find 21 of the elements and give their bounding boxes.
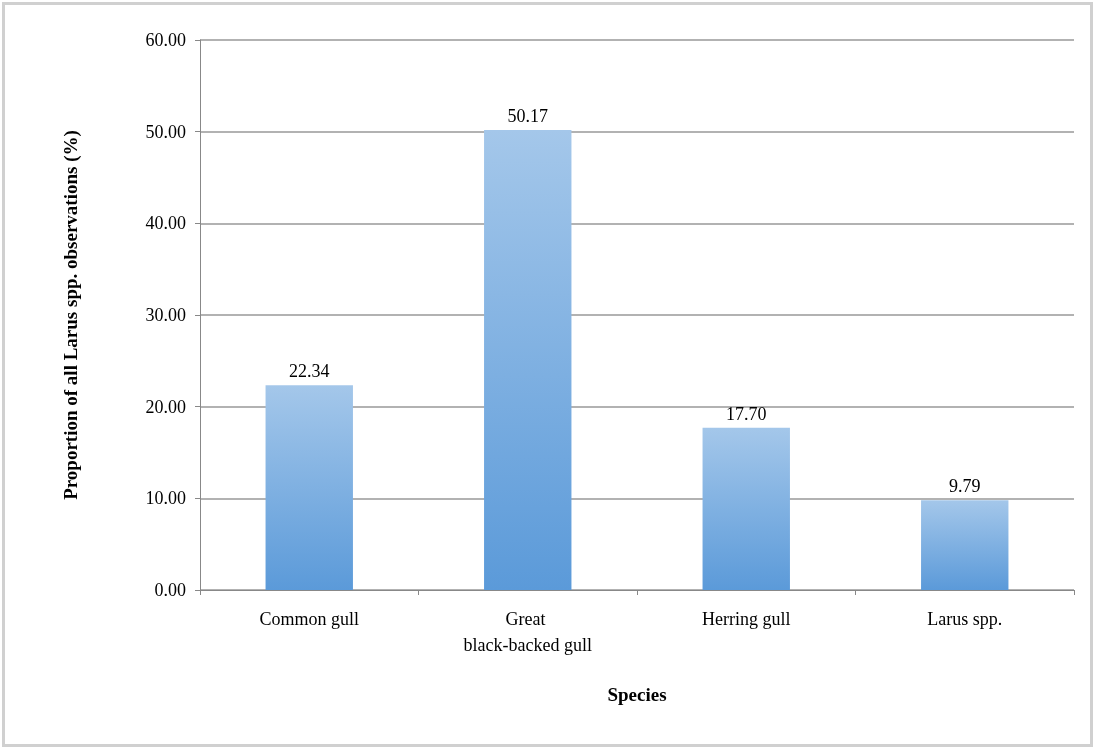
bar: [702, 427, 790, 590]
y-tick-label: 50.00: [145, 121, 186, 142]
x-tick-label: Common gull: [259, 609, 360, 629]
data-label: 9.79: [949, 476, 981, 497]
y-axis-title: Proportion of all Larus spp. observations (%): [60, 130, 82, 500]
x-axis-title: Species: [607, 684, 667, 705]
x-tick-label: Great black-backed gull: [463, 609, 592, 655]
bar: [265, 385, 353, 590]
y-tick-label: 20.00: [145, 396, 186, 417]
bar: [484, 130, 572, 590]
y-tick-label: 40.00: [145, 213, 186, 234]
data-label: 17.70: [726, 403, 767, 424]
bar: [921, 500, 1009, 590]
y-tick-label: 0.00: [154, 580, 186, 600]
y-tick-label: 60.00: [145, 30, 186, 50]
x-tick-label: Larus spp.: [927, 609, 1003, 629]
data-label: 22.34: [289, 361, 330, 382]
y-tick-label: 10.00: [145, 488, 186, 509]
x-tick-label: Herring gull: [702, 609, 791, 629]
y-tick-label: 30.00: [145, 305, 186, 325]
data-label: 50.17: [507, 106, 548, 127]
